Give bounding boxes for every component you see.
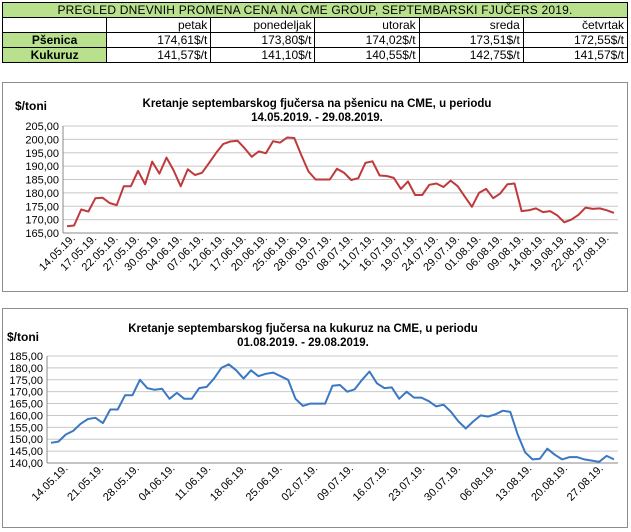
x-tick-label: 04.06.19. [137,463,178,504]
price-cell: 142,75$/t [419,48,523,63]
y-tick-label: 160,00 [9,410,43,422]
y-tick-label: 180,00 [9,363,43,375]
day-header: ponedeljak [211,18,315,33]
day-header: sreda [419,18,523,33]
price-cell: 174,02$/t [315,33,419,48]
price-cell: 141,57$/t [523,48,627,63]
wheat-chart-svg: $/toni Kretanje septembarskog fjučersa n… [3,83,627,291]
y-tick-label: 180,00 [25,188,59,200]
x-tick-label: 28.05.19. [101,463,142,504]
x-tick-label: 09.07.19. [315,463,356,504]
price-cell: 141,10$/t [211,48,315,63]
x-tick-label: 25.06.19. [244,463,285,504]
price-cell: 173,80$/t [211,33,315,48]
y-tick-label: 205,00 [25,121,59,133]
x-tick-label: 18.06.19. [208,463,249,504]
chart-subtitle: 14.05.2019. - 29.08.2019. [251,112,383,124]
series-line [67,138,614,227]
price-cell: 140,55$/t [315,48,419,63]
x-tick-label: 23.07.19. [386,463,427,504]
y-tick-label: 175,00 [9,375,43,387]
y-tick-label: 190,00 [25,161,59,173]
price-table: PREGLED DNEVNIH PROMENA CENA NA CME GROU… [2,2,628,63]
y-tick-label: 175,00 [25,201,59,213]
y-tick-label: 195,00 [25,148,59,160]
y-tick-label: 185,00 [9,351,43,363]
y-tick-label: 165,00 [25,228,59,240]
table-row: Pšenica 174,61$/t 173,80$/t 174,02$/t 17… [3,33,628,48]
y-tick-label: 145,00 [9,446,43,458]
y-tick-label: 140,00 [9,458,43,470]
day-header: utorak [315,18,419,33]
day-header: petak [107,18,211,33]
day-header: četvrtak [523,18,627,33]
y-tick-label: 165,00 [9,399,43,411]
table-corner [3,18,107,33]
x-tick-label: 02.07.19. [279,463,320,504]
x-tick-label: 21.05.19. [65,463,106,504]
series-line [51,364,614,462]
corn-chart: $/toni Kretanje septembarskog fjučersa n… [2,308,628,528]
chart-ylabel: $/toni [7,330,39,344]
chart-subtitle: 01.08.2019. - 29.08.2019. [237,337,369,349]
y-tick-label: 170,00 [25,215,59,227]
chart-ylabel: $/toni [15,99,47,113]
x-tick-label: 20.08.19. [529,463,570,504]
chart-title: Kretanje septembarskog fjučersa na kukur… [128,323,478,335]
x-tick-label: 16.07.19. [351,463,392,504]
y-tick-label: 185,00 [25,175,59,187]
y-tick-label: 155,00 [9,422,43,434]
price-cell: 141,57$/t [107,48,211,63]
corn-chart-svg: $/toni Kretanje septembarskog fjučersa n… [3,309,627,527]
x-tick-label: 27.08.19. [565,463,606,504]
x-tick-label: 30.07.19. [422,463,463,504]
price-cell: 172,55$/t [523,33,627,48]
y-tick-label: 200,00 [25,134,59,146]
table-row: Kukuruz 141,57$/t 141,10$/t 140,55$/t 14… [3,48,628,63]
x-tick-label: 11.06.19. [173,463,213,503]
x-tick-label: 06.08.19. [458,463,499,504]
x-tick-label: 13.08.19. [494,463,535,504]
row-label: Kukuruz [3,48,107,63]
price-cell: 173,51$/t [419,33,523,48]
wheat-chart: $/toni Kretanje septembarskog fjučersa n… [2,82,628,292]
y-tick-label: 150,00 [9,434,43,446]
price-cell: 174,61$/t [107,33,211,48]
table-title: PREGLED DNEVNIH PROMENA CENA NA CME GROU… [3,3,628,18]
chart-title: Kretanje septembarskog fjučersa na pšeni… [143,98,492,110]
y-tick-label: 170,00 [9,387,43,399]
row-label: Pšenica [3,33,107,48]
